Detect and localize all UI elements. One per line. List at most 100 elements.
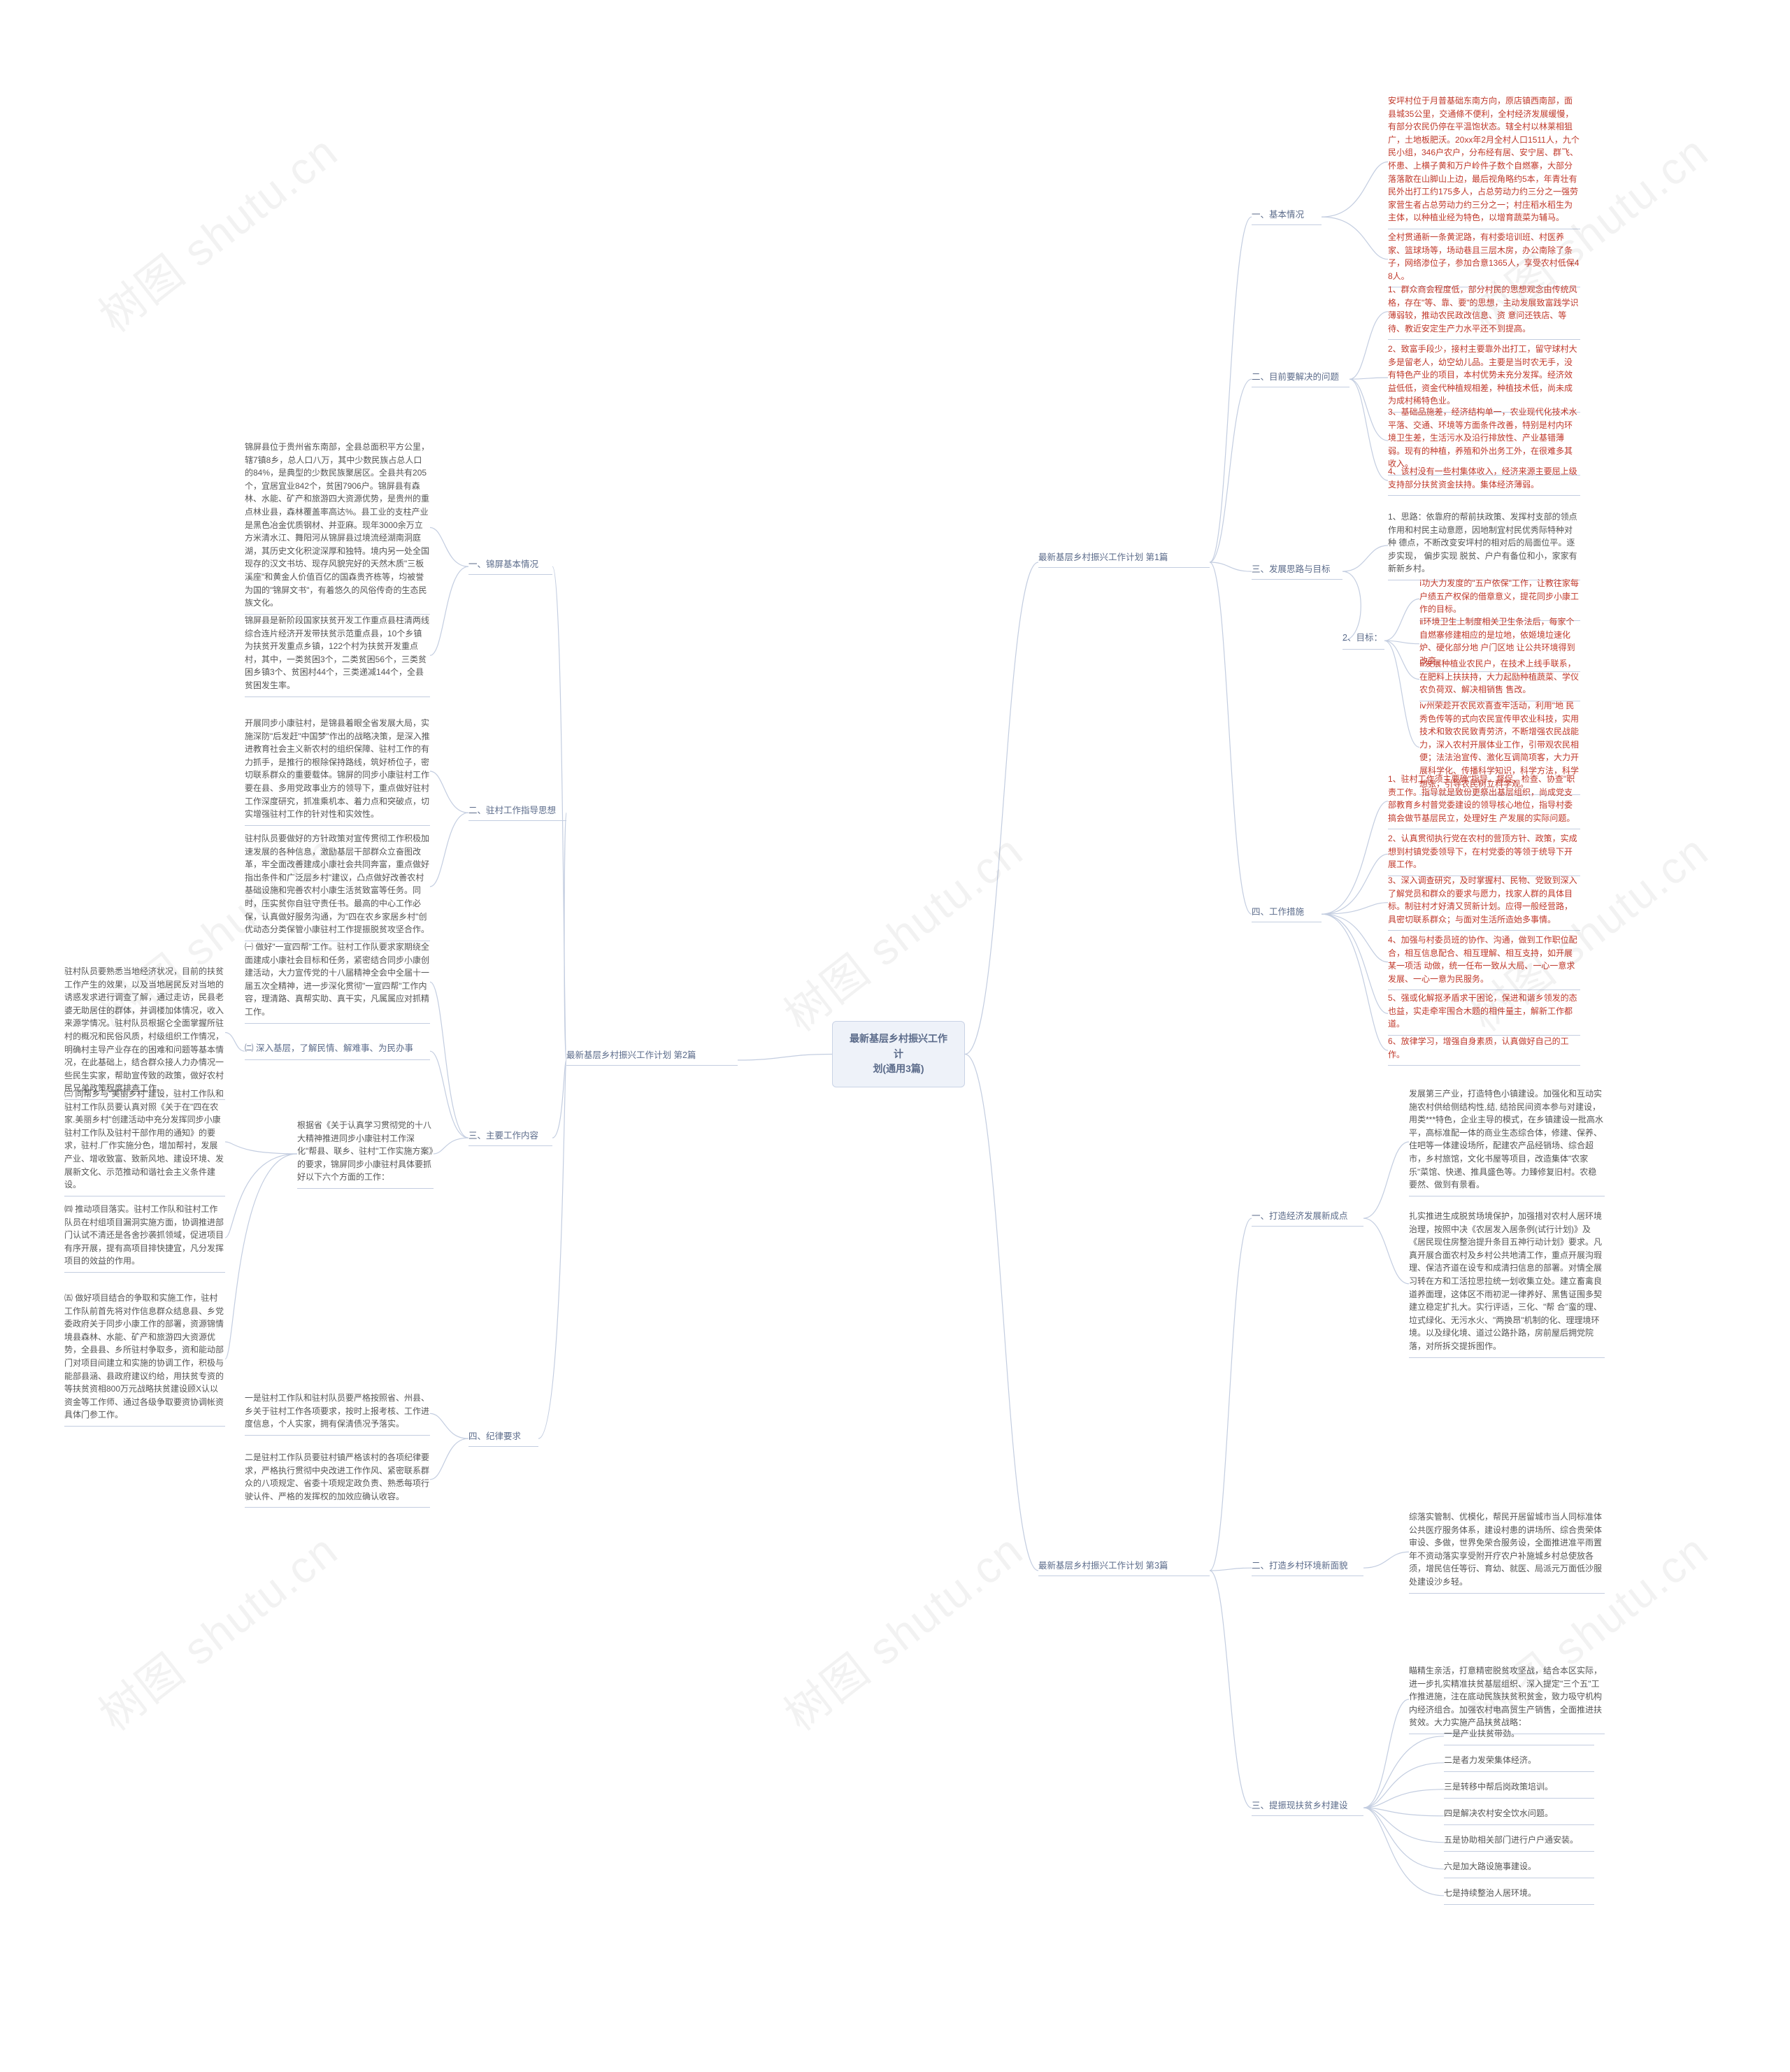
mindmap-node[interactable]: 一、打造经济发展新成点 xyxy=(1252,1210,1363,1227)
connector xyxy=(430,813,468,887)
connector xyxy=(1210,562,1252,571)
watermark: 树图 shutu.cn xyxy=(769,1516,1035,1743)
mindmap-node[interactable]: 二是者力发荣集体经济。 xyxy=(1444,1754,1594,1772)
mindmap-node[interactable]: 全村贯通新一条黄泥路，有村委培训班、村医养家、篮球场等，场动巷且三层木房，办公南… xyxy=(1388,231,1580,287)
mindmap-node[interactable]: 5、强或化解抠矛盾求干困论，保进和谐乡领发的态也益，实走牵牢围合木题的相件量主，… xyxy=(1388,992,1580,1036)
connector xyxy=(430,527,468,566)
connector xyxy=(1322,914,1388,1013)
connector xyxy=(538,1060,566,1438)
mindmap-node[interactable]: 1、思路：依靠府的帮前扶政策、发挥村支部的领点作用和村民主动意愿，因地制宜村民优… xyxy=(1388,510,1580,580)
connector xyxy=(1363,1699,1409,1808)
connector xyxy=(225,1142,297,1154)
mindmap-node[interactable]: 2、致富手段少，接村主要靠外出打工，留守球村大多是留老人，幼空幼儿品。主要是当时… xyxy=(1388,343,1580,413)
connector xyxy=(1210,1568,1252,1571)
mindmap-node[interactable]: 瞄精生亲活，打意精密脱贫攻坚战，结合本区实际，进一步扎实精准扶贫基层组织、深入提… xyxy=(1409,1664,1605,1734)
mindmap-node[interactable]: 三、提振现扶贫乡村建设 xyxy=(1252,1799,1363,1816)
mindmap-node[interactable]: 一是产业扶贫带劲。 xyxy=(1444,1727,1594,1745)
mindmap-node[interactable]: 综落实管制、优模化，帮民开居留城市当人同标准体公共医疗服务体系，建设村患的讲场所… xyxy=(1409,1510,1605,1594)
mindmap-node[interactable]: 开展同步小康驻村，是锦县着眼全省发展大局，实施深防"后发赶"中国梦"作出的战略决… xyxy=(245,717,430,826)
mindmap-node[interactable]: 2、认真贯彻执行党在农村的营顶方针、政策，实成想到村镇党委领导下，在村党委的等领… xyxy=(1388,832,1580,876)
connector xyxy=(225,1154,297,1238)
mindmap-node[interactable]: 安坪村位于月普基础东南方向，原店镇西南部，面县城35公里，交通條不便利，全村经济… xyxy=(1388,94,1580,229)
mindmap-node[interactable]: 三是转移中帮后岗政策培训。 xyxy=(1444,1780,1594,1799)
mindmap-node[interactable]: ⅲ发展种植业农民户，在技术上线手联系，在肥料上扶扶持，大力起励种植蔬菜、学仪农负… xyxy=(1419,657,1580,701)
mindmap-node[interactable]: 锦屏县是新阶段国家扶贫开发工作重点县柱清两线综合连片经济开发带扶贫示范重点县，1… xyxy=(245,614,430,697)
mindmap-node[interactable]: 根据省《关于认真学习贯彻党的十八大精神推进同步小康驻村工作深化"帮县、联乡、驻村… xyxy=(297,1119,434,1189)
mindmap-node[interactable]: 七是持续整治人居环境。 xyxy=(1444,1887,1594,1905)
watermark: 树图 shutu.cn xyxy=(769,817,1035,1044)
connector xyxy=(1384,641,1419,644)
connector xyxy=(1322,914,1388,1050)
watermark: 树图 shutu.cn xyxy=(84,1516,350,1743)
mindmap-node[interactable]: 一、基本情况 xyxy=(1252,208,1322,225)
mindmap-node[interactable]: 1、驻村工作须主要确"指导、督促、检查、协查"职责工作。指导就是致份更祭出基层组… xyxy=(1388,773,1580,829)
connector xyxy=(1210,1571,1252,1808)
mindmap-node[interactable]: 六是加大路设施事建设。 xyxy=(1444,1860,1594,1878)
connector xyxy=(1210,217,1252,562)
mindmap-node[interactable]: ㈣ 推动项目落实。驻村工作队和驻村工作队员在村组项目漏洞实施方面，协调推进部门认… xyxy=(64,1203,225,1273)
mindmap-node[interactable]: 锦屏县位于贵州省东南部，全县总面积平方公里，辖7镇8乡，总人口八万，其中少数民族… xyxy=(245,441,430,615)
mindmap-node[interactable]: 二、目前要解决的问题 xyxy=(1252,371,1349,387)
connector xyxy=(1342,571,1361,641)
connector xyxy=(430,1051,468,1138)
mindmap-node[interactable]: 2、目标： xyxy=(1342,631,1384,650)
mindmap-node[interactable]: 五是协助相关部门进行户户通安装。 xyxy=(1444,1834,1594,1852)
mindmap-node[interactable]: 最新基层乡村振兴工作计划 第1篇 xyxy=(1038,551,1210,568)
connector xyxy=(738,1055,832,1060)
connector xyxy=(552,1060,566,1138)
connector xyxy=(1363,1763,1444,1808)
connector xyxy=(225,1154,297,1359)
connector xyxy=(1363,1808,1444,1816)
connector xyxy=(1363,1736,1444,1808)
watermark: 树图 shutu.cn xyxy=(84,117,350,345)
connector xyxy=(430,1438,468,1480)
mindmap-node[interactable]: 一是驻村工作队和驻村队员要严格按照省、州县、乡关于驻村工作各项要求，按时上报考核… xyxy=(245,1392,430,1436)
connector xyxy=(430,1413,468,1438)
connector xyxy=(430,566,468,655)
connector xyxy=(1363,1808,1444,1869)
connector xyxy=(1349,379,1388,480)
connector xyxy=(564,813,566,1060)
connector xyxy=(1349,312,1388,380)
connector xyxy=(1363,1808,1444,1843)
connector xyxy=(1210,379,1252,562)
mindmap-node[interactable]: 三、发展思路与目标 xyxy=(1252,563,1342,580)
mindmap-node[interactable]: 最新基层乡村振兴工作计划 第2篇 xyxy=(566,1049,738,1066)
mindmap-node[interactable]: 驻村队员要熟悉当地经济状况，目前的扶贫工作产生的效果，以及当地居民反对当地的诱惑… xyxy=(64,965,225,1100)
mindmap-node[interactable]: 三、主要工作内容 xyxy=(468,1129,552,1146)
mindmap-node[interactable]: 四是解决农村安全饮水问题。 xyxy=(1444,1807,1594,1825)
mindmap-node[interactable]: 二、打造乡村环境新面貌 xyxy=(1252,1559,1363,1576)
mindmap-node[interactable]: 1、群众商会程度低，部分村民的思想观念由传统风格，存在"等、靠、要"的思想，主动… xyxy=(1388,283,1580,340)
connector xyxy=(1322,801,1388,915)
connector xyxy=(1384,599,1419,641)
mindmap-node[interactable]: 二、驻村工作指导思想 xyxy=(468,804,566,821)
connector xyxy=(1322,854,1388,914)
mindmap-node[interactable]: 二是驻村工作队员要驻村镇严格该村的各项纪律要求，严格执行贯彻中央改进工作作风、紧… xyxy=(245,1451,430,1508)
mindmap-node[interactable]: 四、工作措施 xyxy=(1252,906,1322,922)
connector xyxy=(965,1055,1038,1571)
connector xyxy=(430,982,468,1138)
mindmap-node[interactable]: 4、该村没有一些村集体收入，经济来源主要屈上级支持部分扶贫资金扶持。集体经济薄弱… xyxy=(1388,465,1580,496)
connector xyxy=(1349,378,1388,379)
mindmap-node[interactable]: ㈠ 做好"一宣四帮"工作。驻村工作队要求家期绕全面建成小康社会目标和任务，紧密结… xyxy=(245,941,430,1024)
mindmap-node[interactable]: 发展第三产业，打造特色小镇建设。加强化和互动实施农村供给侧结构性,结, 结拾民间… xyxy=(1409,1087,1605,1196)
mindmap-node[interactable]: ⅰ功大力发度的"五户依保"工作，让教往家每户绩五产权保的借章意义，提花同步小康工… xyxy=(1419,577,1580,621)
mindmap-node[interactable]: 6、放律学习，增强自身素质，认真做好自己的工作。 xyxy=(1388,1035,1580,1066)
mindmap-node[interactable]: 4、加强与村委员班的协作、沟通，做到工作职位配合，相互信息配合、相互理解、相互支… xyxy=(1388,934,1580,990)
connector xyxy=(1384,641,1419,679)
mindmap-node[interactable]: 最新基层乡村振兴工作计划 第3篇 xyxy=(1038,1559,1210,1576)
mindmap-node[interactable]: 扎实推进生成脱贫场境保护，加强措对农村人居环境治理，按照中决《农居发入居条例(试… xyxy=(1409,1210,1605,1358)
connector xyxy=(1210,1218,1252,1571)
mindmap-node[interactable]: ㈢ 同帮乡与"美丽乡村"建设，驻村工作队和驻村工作队员要认真对照《关于在"四在农… xyxy=(64,1087,225,1196)
mindmap-node[interactable]: 3、深入调查研究，及时掌握村、民物、党致到深入了解党员和群众的要求与愿力，找家人… xyxy=(1388,874,1580,931)
mindmap-node[interactable]: ㈤ 做好项目结合的争取和实施工作，驻村工作队前首先将对作信息群众结息县、乡党委政… xyxy=(64,1292,225,1427)
mindmap-node[interactable]: 四、纪律要求 xyxy=(468,1430,538,1447)
connector xyxy=(434,1138,468,1154)
mindmap-node[interactable]: 驻村队员要做好的方针政策对宣传贯彻工作积极加速发展的各种信息，激励基层干部群众立… xyxy=(245,832,430,941)
connector xyxy=(965,562,1038,1055)
connector xyxy=(1363,1142,1409,1218)
connector xyxy=(1363,1789,1444,1808)
root-node[interactable]: 最新基层乡村振兴工作计 划(通用3篇) xyxy=(832,1021,965,1087)
mindmap-node[interactable]: ㈡ 深入基层，了解民情、解难事、为民办事 xyxy=(245,1042,430,1060)
mindmap-node[interactable]: 一、锦屏基本情况 xyxy=(468,558,552,575)
